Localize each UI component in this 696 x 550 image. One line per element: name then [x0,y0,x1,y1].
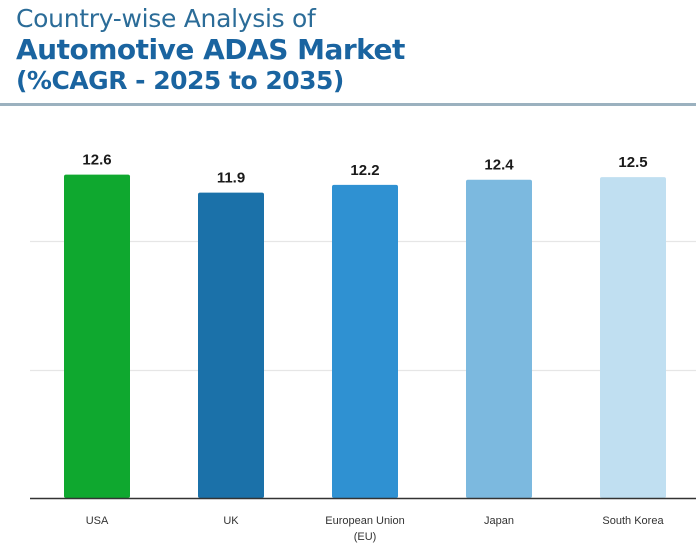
title-subtitle-line: Country-wise Analysis of [16,4,316,33]
bar-south-korea [600,177,666,498]
x-tick-label: UK [223,515,239,527]
chart-title: Country-wise Analysis of Automotive ADAS… [16,4,405,96]
x-tick-label: USA [86,515,109,527]
bar-usa [64,174,130,498]
x-axis-ticks: USA UK European Union (EU) Japan South Korea [86,515,665,543]
x-tick-label: Japan [484,515,514,527]
title-metric-line: (%CAGR - 2025 to 2035) [16,66,344,95]
data-label: 12.6 [82,152,111,169]
x-tick-label: European Union (EU) [325,515,405,543]
data-label: 12.4 [484,157,514,174]
data-label: 12.2 [350,162,379,179]
data-label: 11.9 [217,170,245,187]
bar-japan [466,179,532,498]
title-main-line: Automotive ADAS Market [16,33,405,66]
bars [64,174,666,499]
title-divider [0,103,696,106]
data-labels: 12.6 11.9 12.2 12.4 12.5 [82,152,647,187]
bar-european-union-eu [332,184,398,498]
x-tick-label: South Korea [602,515,664,527]
data-label: 12.5 [618,154,647,171]
bar-uk [198,192,264,499]
